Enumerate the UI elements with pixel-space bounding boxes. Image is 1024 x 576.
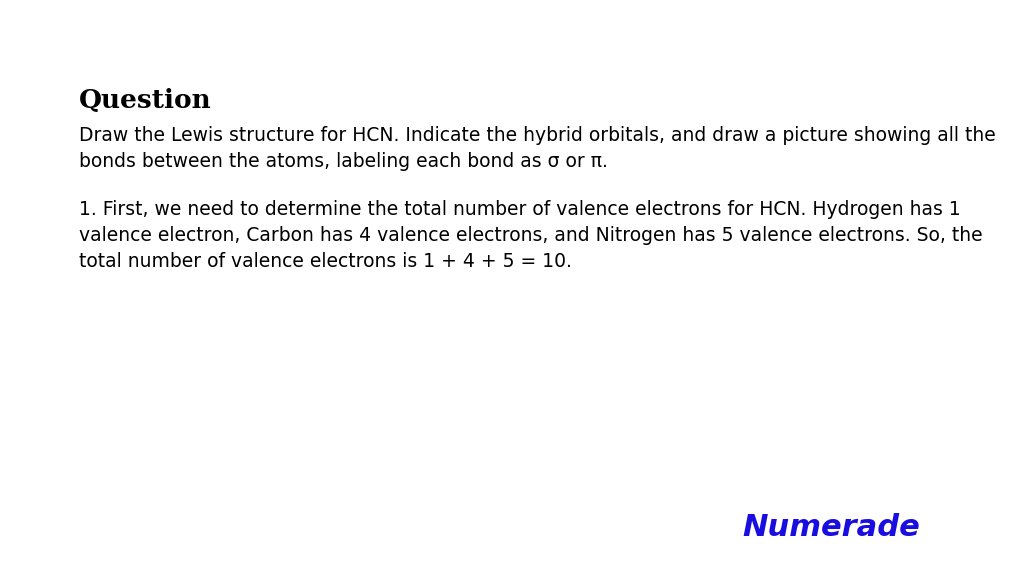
Text: bonds between the atoms, labeling each bond as σ or π.: bonds between the atoms, labeling each b… bbox=[79, 152, 608, 171]
Text: Question: Question bbox=[79, 88, 212, 113]
Text: valence electron, Carbon has 4 valence electrons, and Nitrogen has 5 valence ele: valence electron, Carbon has 4 valence e… bbox=[79, 226, 983, 245]
Text: Draw the Lewis structure for HCN. Indicate the hybrid orbitals, and draw a pictu: Draw the Lewis structure for HCN. Indica… bbox=[79, 126, 995, 145]
Text: total number of valence electrons is 1 + 4 + 5 = 10.: total number of valence electrons is 1 +… bbox=[79, 252, 571, 271]
Text: 1. First, we need to determine the total number of valence electrons for HCN. Hy: 1. First, we need to determine the total… bbox=[79, 200, 961, 219]
Text: Numerade: Numerade bbox=[742, 513, 920, 542]
